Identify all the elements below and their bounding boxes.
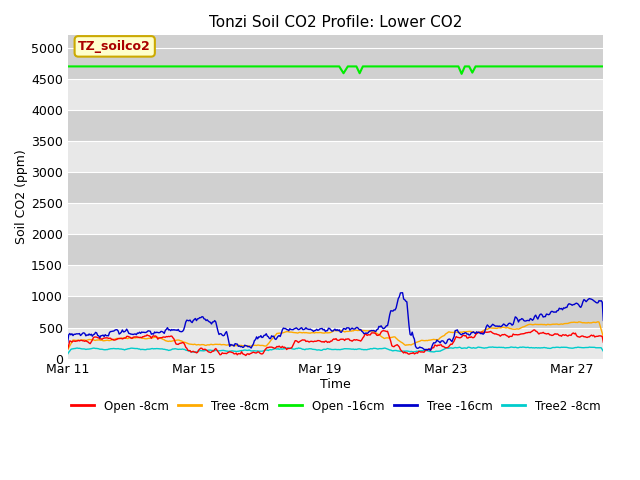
Bar [68,48,604,79]
Bar [68,172,604,203]
Bar [68,203,604,234]
Bar [68,297,604,327]
Bar [68,265,604,297]
Y-axis label: Soil CO2 (ppm): Soil CO2 (ppm) [15,150,28,244]
X-axis label: Time: Time [320,378,351,391]
Bar [68,234,604,265]
Bar [68,110,604,141]
Bar [68,327,604,359]
Text: TZ_soilco2: TZ_soilco2 [78,40,151,53]
Bar [68,141,604,172]
Title: Tonzi Soil CO2 Profile: Lower CO2: Tonzi Soil CO2 Profile: Lower CO2 [209,15,462,30]
Bar [68,79,604,110]
Legend: Open -8cm, Tree -8cm, Open -16cm, Tree -16cm, Tree2 -8cm: Open -8cm, Tree -8cm, Open -16cm, Tree -… [66,395,605,417]
